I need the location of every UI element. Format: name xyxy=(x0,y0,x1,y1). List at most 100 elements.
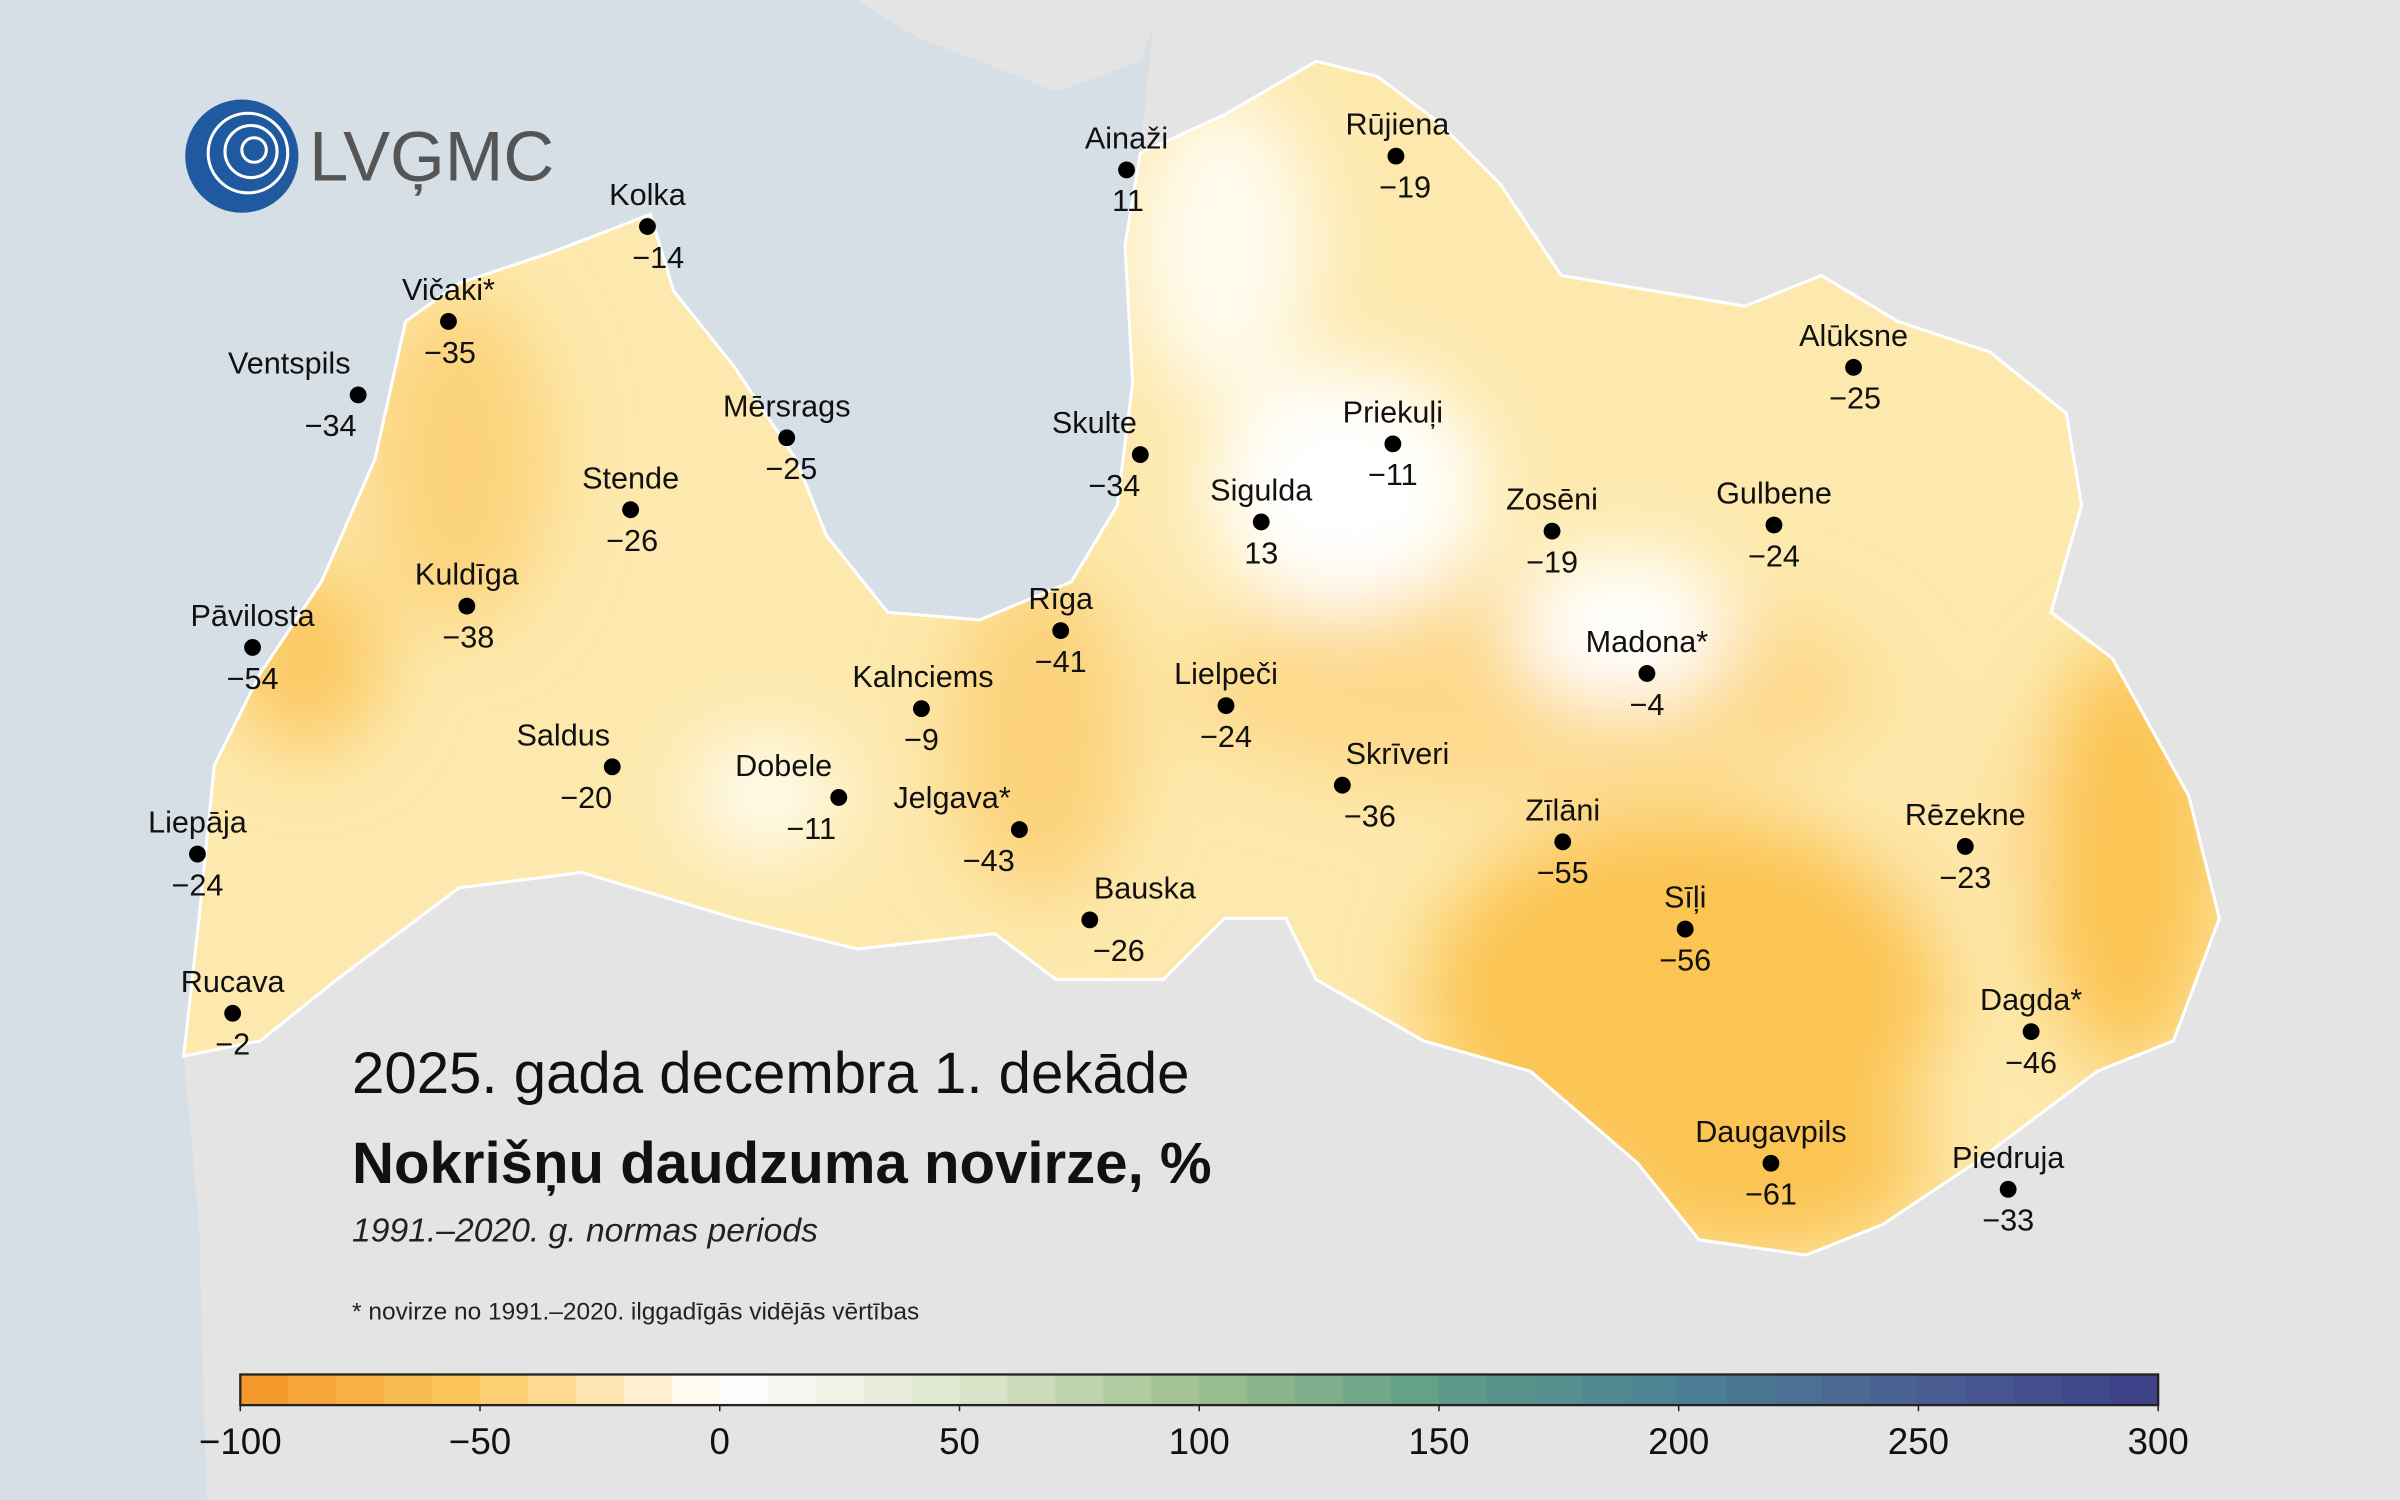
station-dot xyxy=(244,639,261,656)
station-name: Stende xyxy=(582,461,679,495)
colorbar-tick-label: 0 xyxy=(710,1421,730,1462)
colorbar-swatch xyxy=(1391,1374,1440,1406)
colorbar-swatch xyxy=(575,1374,625,1406)
logo-text: LVĢMC xyxy=(309,117,554,196)
station-value: 13 xyxy=(1244,536,1278,570)
station-dot xyxy=(778,429,796,447)
station-dot xyxy=(189,845,206,863)
sea xyxy=(0,0,1156,1500)
station-dot xyxy=(1387,147,1405,165)
map-title: 2025. gada decembra 1. dekāde xyxy=(352,1041,1189,1106)
station-name: Kolka xyxy=(609,178,687,212)
station-value: −34 xyxy=(1088,469,1140,503)
colorbar-swatch xyxy=(1199,1374,1248,1406)
colorbar-swatch xyxy=(959,1374,1009,1406)
colorbar-swatch xyxy=(911,1374,961,1406)
colorbar-swatch xyxy=(2110,1374,2159,1406)
station-dot xyxy=(1081,911,1099,929)
colorbar-swatch xyxy=(719,1374,769,1406)
station-name: Ainaži xyxy=(1085,121,1168,155)
station-name: Sigulda xyxy=(1210,474,1313,508)
station-name: Alūksne xyxy=(1799,319,1908,353)
colorbar-tick-label: 300 xyxy=(2128,1421,2189,1462)
station-name: Sīļi xyxy=(1664,881,1707,915)
station-value: −19 xyxy=(1526,545,1578,579)
station-value: −38 xyxy=(442,620,494,654)
station-name: Gulbene xyxy=(1716,477,1832,511)
station-dot xyxy=(1762,1154,1780,1172)
colorbar-swatch xyxy=(1630,1374,1680,1406)
colorbar-swatch xyxy=(480,1374,529,1406)
station-name: Bauska xyxy=(1094,871,1197,905)
station-dot xyxy=(639,218,656,235)
station-name: Pāvilosta xyxy=(190,599,315,633)
station-dot xyxy=(1010,821,1028,839)
station-dot xyxy=(349,386,367,404)
station-name: Rūjiena xyxy=(1346,108,1451,142)
note: * novirze no 1991.–2020. ilggadīgās vidē… xyxy=(352,1298,919,1325)
station-name: Skrīveri xyxy=(1346,737,1450,771)
station-value: 11 xyxy=(1112,184,1144,218)
colorbar-swatch xyxy=(1247,1374,1296,1406)
station-dot xyxy=(1543,522,1561,540)
colorbar-swatch xyxy=(336,1374,385,1406)
station-dot xyxy=(1252,513,1270,531)
station-value: −11 xyxy=(1368,458,1418,492)
colorbar-swatch xyxy=(863,1374,913,1406)
station-value: −25 xyxy=(1829,382,1881,416)
colorbar-swatch xyxy=(1582,1374,1632,1406)
map-subtitle: Nokrišņu daudzuma novirze, % xyxy=(352,1131,1212,1196)
station-dot xyxy=(1118,161,1135,179)
station-dot xyxy=(622,501,640,519)
station-value: −34 xyxy=(305,409,357,443)
colorbar-tick-label: −100 xyxy=(199,1421,282,1462)
station-dot xyxy=(1554,833,1572,851)
station-dot xyxy=(1131,446,1149,464)
colorbar-swatch xyxy=(288,1374,337,1406)
station-name: Ventspils xyxy=(228,346,351,380)
period: 1991.–2020. g. normas periods xyxy=(352,1212,818,1249)
station-name: Priekuļi xyxy=(1343,395,1443,429)
station-value: −43 xyxy=(963,844,1015,878)
station-dot xyxy=(1956,838,1974,855)
station-value: −14 xyxy=(632,241,684,275)
station-name: Saldus xyxy=(516,718,610,752)
station-value: −4 xyxy=(1629,688,1664,722)
station-dot xyxy=(1676,920,1694,938)
station-name: Rucava xyxy=(181,965,286,999)
station-dot xyxy=(913,700,930,718)
station-value: −23 xyxy=(1939,861,1991,895)
station-name: Vičaki* xyxy=(402,273,495,307)
station-name: Piedruja xyxy=(1952,1141,2065,1175)
station-name: Dobele xyxy=(735,749,832,783)
colorbar-tick-label: 200 xyxy=(1648,1421,1709,1462)
colorbar-swatch xyxy=(1870,1374,1920,1406)
station-dot xyxy=(224,1004,242,1022)
station-dot xyxy=(1638,665,1656,682)
station-name: Madona* xyxy=(1586,625,1709,659)
colorbar-swatch xyxy=(1295,1374,1344,1406)
colorbar-swatch xyxy=(815,1374,865,1406)
colorbar-swatch xyxy=(1103,1374,1153,1406)
station-value: −55 xyxy=(1537,856,1589,890)
station-value: −33 xyxy=(1982,1204,2034,1238)
station-value: −2 xyxy=(215,1028,250,1062)
station-value: −56 xyxy=(1659,943,1711,977)
station-name: Rīga xyxy=(1028,582,1094,616)
station-value: −24 xyxy=(171,868,223,902)
station-value: −35 xyxy=(424,336,476,370)
station-name: Kuldīga xyxy=(415,558,520,592)
colorbar-swatch xyxy=(432,1374,481,1406)
station-dot xyxy=(1217,697,1235,715)
station-value: −25 xyxy=(765,452,817,486)
station-dot xyxy=(1052,622,1070,640)
station-name: Zīlāni xyxy=(1525,793,1600,827)
station-value: −24 xyxy=(1748,539,1800,573)
station-dot xyxy=(830,789,848,806)
station-name: Dagda* xyxy=(1980,983,2082,1017)
colorbar-swatch xyxy=(1918,1374,1968,1406)
colorbar-swatch xyxy=(767,1374,817,1406)
station-dot xyxy=(440,313,457,330)
colorbar-tick-label: 250 xyxy=(1888,1421,1949,1462)
